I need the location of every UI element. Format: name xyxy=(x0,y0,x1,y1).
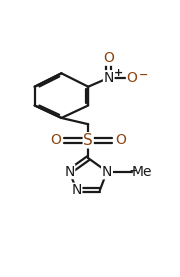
Text: O: O xyxy=(103,51,114,65)
Text: S: S xyxy=(83,133,93,148)
Text: N: N xyxy=(64,165,75,179)
Text: +: + xyxy=(114,68,123,78)
Text: N: N xyxy=(102,165,112,179)
Text: –: – xyxy=(129,165,136,179)
Text: O: O xyxy=(115,133,126,147)
Text: O: O xyxy=(127,71,137,85)
Text: N: N xyxy=(103,71,114,85)
Text: −: − xyxy=(139,70,148,80)
Text: N: N xyxy=(71,183,82,197)
Text: Me: Me xyxy=(132,165,152,179)
Text: O: O xyxy=(51,133,62,147)
Text: N: N xyxy=(102,165,112,179)
